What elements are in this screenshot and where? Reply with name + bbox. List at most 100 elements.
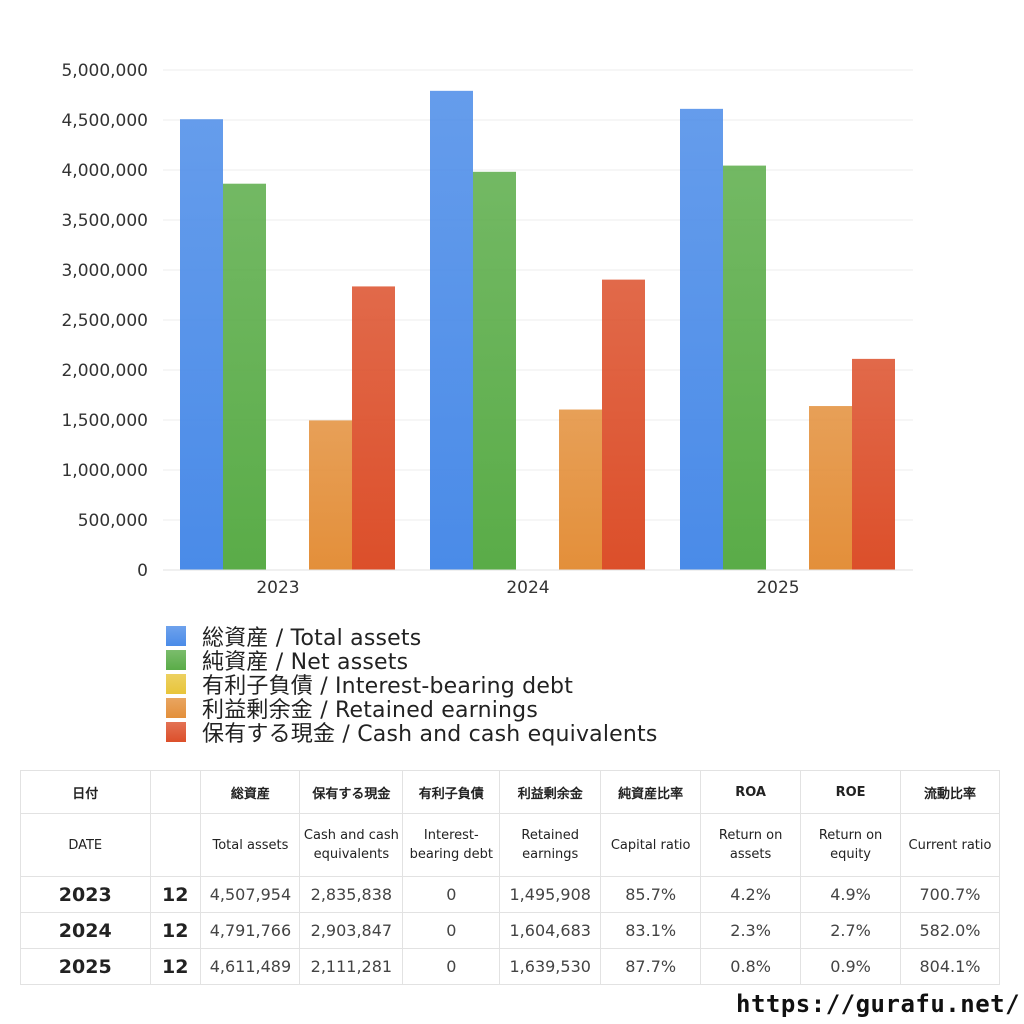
bar: [680, 108, 723, 570]
header-cell-ja: 利益剰余金: [499, 770, 602, 814]
table-cell: 0: [402, 876, 501, 913]
bar-chart: 0 500,000 1,000,000 1,500,000 2,000,000 2,500…: [61, 61, 913, 598]
header-cell-en: Return on equity: [800, 813, 902, 877]
table-cell: 0: [402, 912, 501, 949]
y-tick-label: 1,500,000: [61, 411, 148, 431]
bar: [602, 279, 645, 570]
legend-item: 総資産 / Total assets: [166, 624, 658, 651]
y-tick-label: 0: [137, 561, 148, 581]
bar: [180, 119, 223, 571]
y-tick-label: 2,500,000: [61, 311, 148, 331]
header-cell-en: Return on assets: [700, 813, 802, 877]
table-cell: 4,507,954: [200, 876, 301, 913]
legend-swatch: [166, 626, 186, 646]
table-cell: 0.8%: [700, 948, 802, 985]
table-cell: 2.3%: [700, 912, 802, 949]
y-tick-label: 3,500,000: [61, 211, 148, 231]
header-cell-ja: 日付: [20, 770, 151, 814]
table-cell: 4.2%: [700, 876, 802, 913]
legend-label: 有利子負債 / Interest-bearing debt: [202, 674, 574, 699]
x-tick-label: 2025: [756, 578, 799, 598]
bar: [223, 183, 266, 570]
table-cell: 1,495,908: [499, 876, 602, 913]
header-cell-ja: 保有する現金: [299, 770, 404, 814]
bar: [559, 409, 602, 570]
table-cell: 12: [149, 912, 202, 949]
source-link[interactable]: https://gurafu.net/: [736, 990, 1021, 1018]
bar: [352, 286, 395, 570]
chart-legend: 総資産 / Total assets 純資産 / Net assets 有利子負債 …: [166, 624, 658, 747]
header-cell-en: Capital ratio: [600, 813, 702, 877]
table-cell: 0: [402, 948, 501, 985]
table-cell: 2,111,281: [299, 948, 404, 985]
table-row: 日付 総資産 保有する現金 有利子負債 利益剰余金 純資産比率 ROA ROE 流動比率: [20, 770, 1000, 814]
table-cell: 0.9%: [800, 948, 902, 985]
bar: [473, 171, 516, 571]
legend-swatch: [166, 722, 186, 742]
table-cell: 12: [149, 876, 202, 913]
y-tick-label: 3,000,000: [61, 261, 148, 281]
table-cell: 582.0%: [900, 912, 1000, 949]
table-cell: 2,903,847: [299, 912, 404, 949]
x-tick-label: 2024: [506, 578, 549, 598]
legend-item: 保有する現金 / Cash and cash equivalents: [166, 720, 658, 747]
legend-label: 保有する現金 / Cash and cash equivalents: [202, 722, 658, 747]
table-cell: 1,604,683: [499, 912, 602, 949]
financial-table: 日付 総資産 保有する現金 有利子負債 利益剰余金 純資産比率 ROA ROE 流動比率 DATE…: [20, 770, 1000, 985]
header-cell-ja: [149, 770, 202, 814]
header-cell-ja: 総資産: [200, 770, 301, 814]
header-cell-ja: 流動比率: [900, 770, 1000, 814]
table-row: 2025 12 4,611,489 2,111,281 0 1,639,530 87.7% 0…: [20, 948, 1000, 985]
header-cell-ja: 純資産比率: [600, 770, 702, 814]
table-cell: 2023: [20, 876, 151, 913]
table-cell: 2,835,838: [299, 876, 404, 913]
y-tick-label: 2,000,000: [61, 361, 148, 381]
table-row: 2024 12 4,791,766 2,903,847 0 1,604,683 83.1% 2…: [20, 912, 1000, 949]
table-row: DATE Total assets Cash and cash equivalent…: [20, 813, 1000, 877]
header-cell-en: Cash and cash equivalents: [299, 813, 404, 877]
table-row: 2023 12 4,507,954 2,835,838 0 1,495,908 85.7% 4…: [20, 876, 1000, 913]
y-tick-label: 500,000: [78, 511, 148, 531]
legend-item: 有利子負債 / Interest-bearing debt: [166, 672, 658, 699]
bar: [852, 358, 895, 570]
legend-swatch: [166, 698, 186, 718]
legend-swatch: [166, 674, 186, 694]
header-cell-ja: ROE: [800, 770, 902, 814]
header-cell-en: Retained earnings: [499, 813, 602, 877]
bar: [809, 406, 852, 570]
bar: [309, 420, 352, 570]
table-cell: 700.7%: [900, 876, 1000, 913]
x-tick-label: 2023: [256, 578, 299, 598]
legend-label: 総資産 / Total assets: [202, 626, 422, 651]
table-cell: 4,791,766: [200, 912, 301, 949]
y-tick-label: 4,500,000: [61, 111, 148, 131]
table-cell: 4.9%: [800, 876, 902, 913]
legend-item: 純資産 / Net assets: [166, 648, 658, 675]
table-cell: 2024: [20, 912, 151, 949]
bar: [430, 90, 473, 571]
header-cell-en: [149, 813, 202, 877]
legend-item: 利益剰余金 / Retained earnings: [166, 696, 658, 723]
header-cell-en: DATE: [20, 813, 151, 877]
header-cell-en: Total assets: [200, 813, 301, 877]
bar: [723, 165, 766, 570]
table-cell: 12: [149, 948, 202, 985]
legend-label: 純資産 / Net assets: [202, 650, 409, 675]
legend-swatch: [166, 650, 186, 670]
table-cell: 1,639,530: [499, 948, 602, 985]
table-cell: 804.1%: [900, 948, 1000, 985]
header-cell-en: Current ratio: [900, 813, 1000, 877]
header-cell-ja: ROA: [700, 770, 802, 814]
table-cell: 2.7%: [800, 912, 902, 949]
table-cell: 87.7%: [600, 948, 702, 985]
header-cell-ja: 有利子負債: [402, 770, 501, 814]
table-cell: 4,611,489: [200, 948, 301, 985]
table-cell: 2025: [20, 948, 151, 985]
legend-label: 利益剰余金 / Retained earnings: [202, 698, 538, 723]
header-cell-en: Interest-bearing debt: [402, 813, 501, 877]
table-cell: 85.7%: [600, 876, 702, 913]
y-tick-label: 1,000,000: [61, 461, 148, 481]
y-tick-label: 4,000,000: [61, 161, 148, 181]
y-tick-label: 5,000,000: [61, 61, 148, 81]
table-cell: 83.1%: [600, 912, 702, 949]
